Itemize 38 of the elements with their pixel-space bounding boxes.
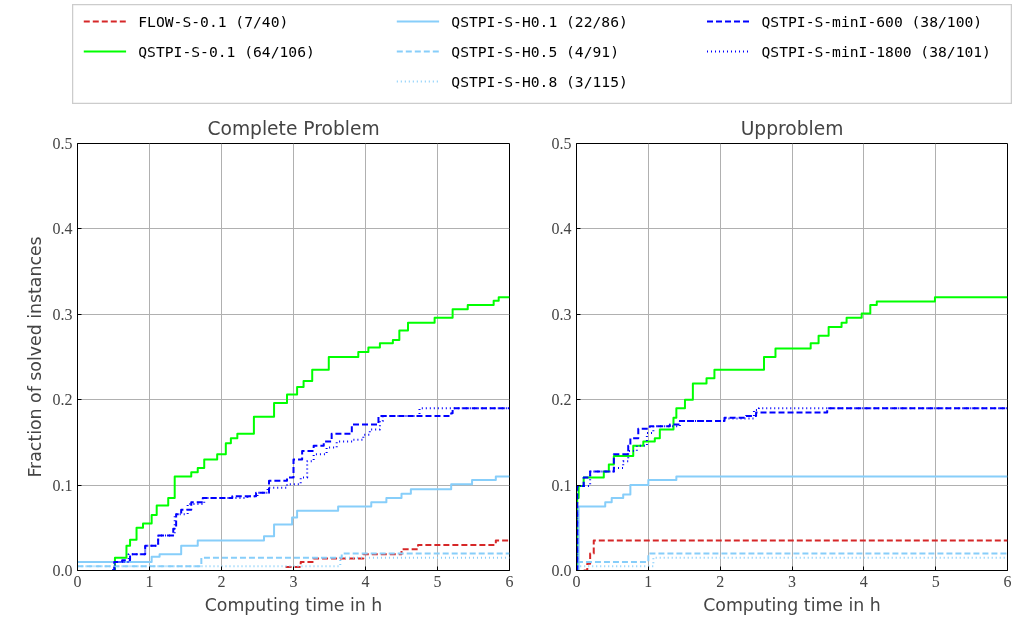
y-axis-title: Fraction of solved instances [24, 236, 45, 478]
y-tick-label: 0.4 [52, 220, 73, 238]
x-tick-label: 2 [217, 572, 226, 590]
legend-label: QSTPI-S-minI-600 (38/100) [761, 13, 983, 30]
legend-label: QSTPI-S-H0.5 (4/91) [451, 43, 619, 60]
x-tick-label: 4 [361, 572, 370, 590]
x-tick-label: 3 [788, 572, 796, 590]
x-tick-label: 5 [931, 572, 940, 590]
legend-label: QSTPI-S-H0.1 (22/86) [451, 13, 628, 30]
y-tick-label: 0.5 [551, 135, 572, 152]
y-tick-label: 0.1 [52, 476, 73, 494]
x-axis-title: Computing time in h [703, 594, 881, 615]
chart-title: Upproblem [740, 117, 844, 139]
y-tick-label: 0.5 [52, 135, 73, 152]
y-tick-label: 0.0 [52, 562, 73, 579]
x-tick-label: 1 [644, 572, 653, 590]
legend-label: QSTPI-S-minI-1800 (38/101) [761, 43, 991, 60]
y-tick-label: 0.3 [551, 305, 572, 323]
x-tick-label: 1 [145, 572, 154, 590]
x-tick-label: 2 [716, 572, 725, 590]
chart-title: Complete Problem [207, 117, 380, 139]
y-tick-label: 0.0 [551, 562, 572, 579]
legend-label: QSTPI-S-H0.8 (3/115) [451, 73, 628, 90]
x-tick-label: 3 [289, 572, 298, 590]
x-tick-label: 5 [433, 572, 442, 590]
y-tick-label: 0.1 [551, 476, 572, 494]
x-tick-label: 0 [572, 572, 581, 590]
y-tick-label: 0.2 [52, 391, 73, 409]
x-tick-label: 0 [73, 572, 82, 590]
y-tick-label: 0.4 [551, 220, 572, 238]
x-tick-label: 6 [505, 572, 514, 590]
legend-label: FLOW-S-0.1 (7/40) [138, 13, 289, 30]
x-tick-label: 4 [859, 572, 868, 590]
legend-label: QSTPI-S-0.1 (64/106) [138, 43, 315, 60]
y-tick-label: 0.3 [52, 305, 73, 323]
x-axis-title: Computing time in h [204, 594, 383, 615]
y-tick-label: 0.2 [551, 391, 572, 409]
x-tick-label: 6 [1003, 572, 1012, 590]
